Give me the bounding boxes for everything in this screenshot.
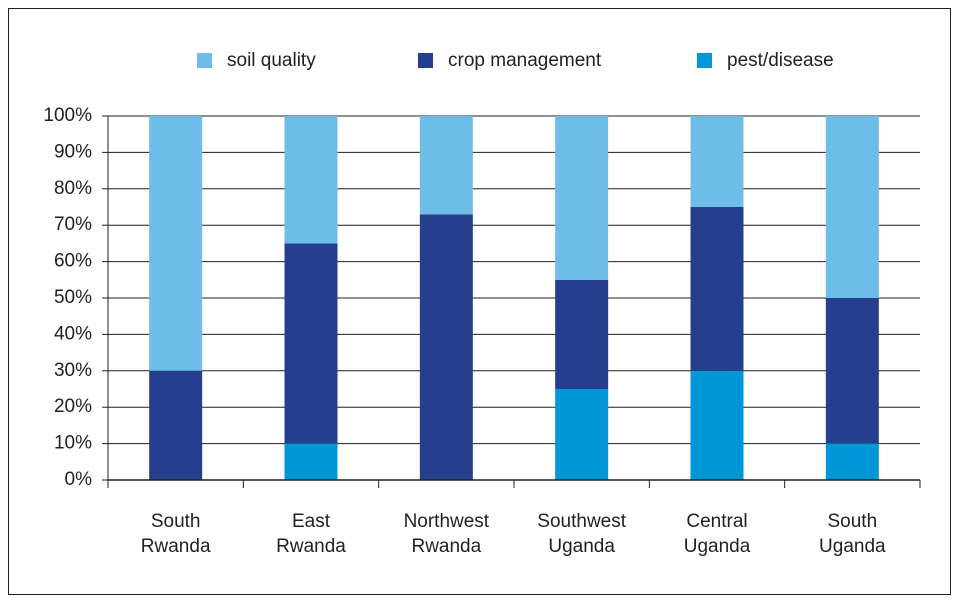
x-tick-label: Central (686, 511, 747, 532)
bar-segment (690, 370, 744, 480)
bar-segment (284, 116, 338, 244)
x-tick-label: South (151, 511, 201, 532)
y-tick-label: 80% (54, 178, 92, 199)
x-tick-label: Uganda (684, 536, 751, 557)
bar-segment (555, 116, 609, 280)
bar-segment (825, 298, 879, 444)
y-tick-label: 30% (54, 360, 92, 381)
x-tick-label: Rwanda (141, 536, 211, 557)
bar-segment (690, 207, 744, 371)
bar-segment (419, 214, 473, 480)
legend-label: pest/disease (727, 50, 834, 71)
x-tick-label: Rwanda (276, 536, 346, 557)
x-tick-label: East (292, 511, 331, 532)
y-tick-label: 60% (54, 251, 92, 272)
x-tick-label: Uganda (548, 536, 615, 557)
x-tick-label: Southwest (537, 511, 626, 532)
bar-segment (284, 243, 338, 444)
bar-segment (825, 116, 879, 298)
bar-segment (555, 279, 609, 389)
x-tick-label: Rwanda (411, 536, 481, 557)
x-tick-label: Northwest (404, 511, 490, 532)
bar-segment (284, 443, 338, 480)
legend-swatch (197, 53, 212, 68)
y-tick-label: 70% (54, 214, 92, 235)
y-tick-label: 0% (65, 469, 93, 490)
y-tick-label: 40% (54, 323, 92, 344)
y-tick-label: 100% (43, 105, 92, 126)
bar-segment (825, 443, 879, 480)
x-tick-label: Uganda (819, 536, 886, 557)
legend-label: soil quality (227, 50, 316, 71)
bar-segment (419, 116, 473, 215)
legend-swatch (697, 53, 712, 68)
y-tick-label: 90% (54, 141, 92, 162)
y-tick-label: 10% (54, 433, 92, 454)
y-tick-label: 50% (54, 287, 92, 308)
bar-segment (149, 116, 203, 371)
legend-swatch (418, 53, 433, 68)
x-tick-label: South (828, 511, 878, 532)
bar-segment (690, 116, 744, 207)
bar-segment (149, 370, 203, 480)
legend-label: crop management (448, 50, 602, 71)
y-tick-label: 20% (54, 396, 92, 417)
bar-segment (555, 389, 609, 480)
